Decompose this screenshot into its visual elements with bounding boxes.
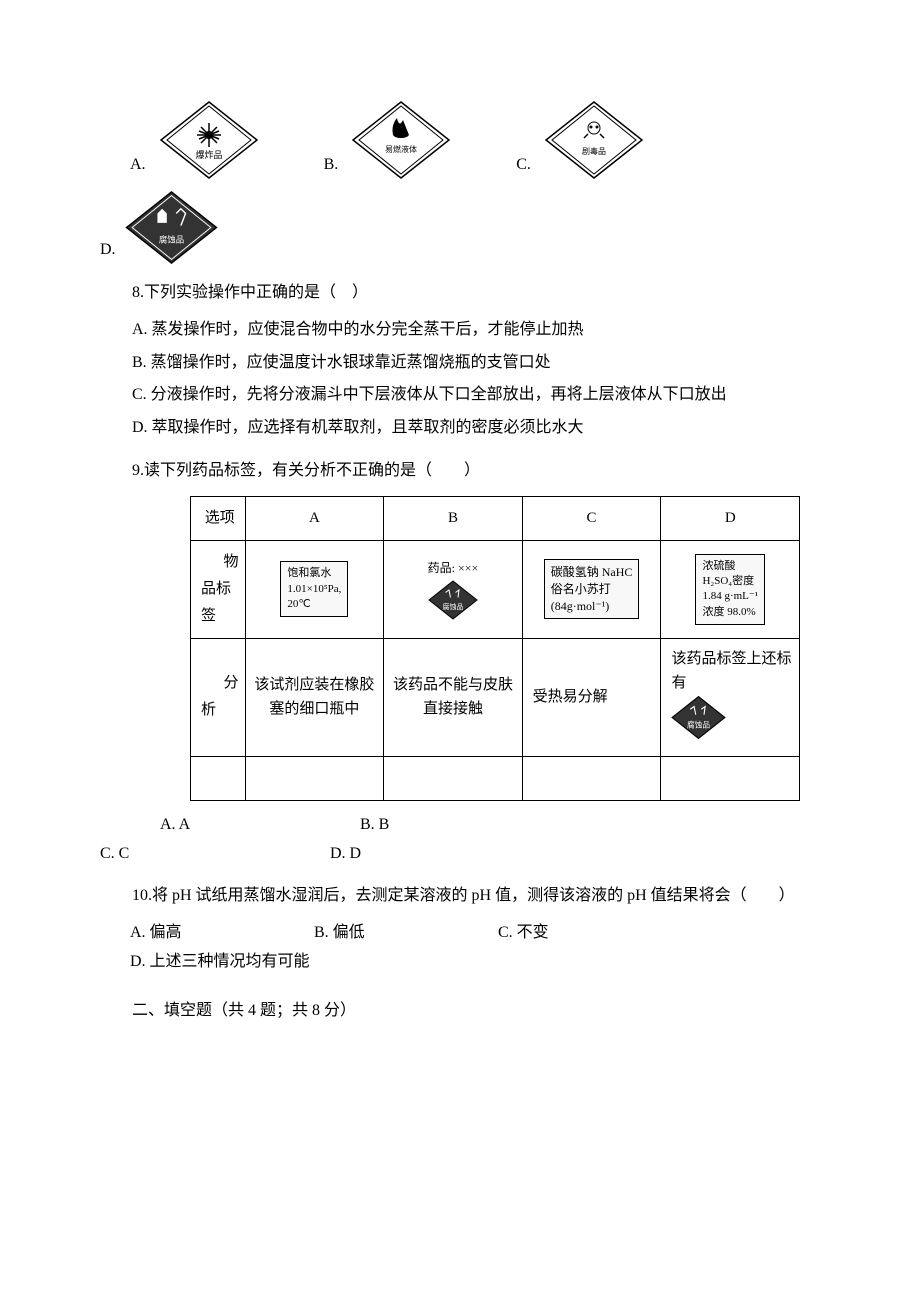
label-d-l2: H₂SO₄密度 [702, 574, 758, 589]
table-row: 选项 A B C D [191, 496, 800, 540]
q8-option-c: C. 分液操作时，先将分液漏斗中下层液体从下口全部放出，再将上层液体从下口放出 [100, 381, 820, 410]
analysis-d: 该药品标签上还标有 腐蚀品 [661, 638, 800, 756]
q8-option-a: A. 蒸发操作时，应使混合物中的水分完全蒸干后，才能停止加热 [100, 316, 820, 345]
q9-opt-a: A. A [130, 811, 360, 840]
svg-text:剧毒品: 剧毒品 [582, 146, 606, 156]
label-c-image: 碳酸氢钠 NaHC 俗名小苏打 (84g·mol⁻¹) [544, 559, 640, 619]
cell-analysis-row: 分析 [191, 638, 246, 756]
q10-opt-b: B. 偏低 [314, 919, 494, 948]
cell-header-c: C [522, 496, 661, 540]
label-a-l3: 20℃ [287, 597, 341, 612]
table-row-empty [191, 756, 800, 800]
q9-options-row2: C. C D. D [100, 840, 820, 869]
label-c-l3: (84g·mol⁻¹) [551, 598, 633, 615]
svg-text:腐蚀品: 腐蚀品 [158, 235, 183, 245]
q9-options: A. A B. B [100, 811, 820, 840]
cell-header-a: A [245, 496, 384, 540]
q10-opt-a: A. 偏高 [130, 919, 310, 948]
q7-option-c: C. 剧毒品 [516, 100, 649, 180]
label-c-l1: 碳酸氢钠 NaHC [551, 564, 633, 581]
label-a-l1: 饱和氯水 [287, 566, 341, 581]
q7-label-c: C. [516, 151, 531, 180]
q7-options-row1: A. 爆炸品 B. 易燃液体 C. [100, 100, 820, 180]
corrosive-sign-icon: 腐蚀品 [124, 190, 219, 265]
label-d-cell: 浓硫酸 H₂SO₄密度 1.84 g·mL⁻¹ 浓度 98.0% [661, 540, 800, 638]
table-row: 分析 该试剂应装在橡胶塞的细口瓶中 该药品不能与皮肤直接接触 受热易分解 该药品… [191, 638, 800, 756]
section-2-title: 二、填空题（共 4 题；共 8 分） [100, 997, 820, 1026]
label-d-image: 浓硫酸 H₂SO₄密度 1.84 g·mL⁻¹ 浓度 98.0% [695, 554, 765, 626]
sign-text: 爆炸品 [195, 149, 222, 160]
q9-opt-b: B. B [360, 811, 540, 840]
q7-label-d: D. [100, 236, 116, 265]
explosive-sign-icon: 爆炸品 [154, 100, 264, 180]
q8-text: 8.下列实验操作中正确的是（ ） [100, 279, 820, 308]
q10-options: A. 偏高 B. 偏低 C. 不变 D. 上述三种情况均有可能 [100, 919, 820, 977]
cell-header-b: B [384, 496, 522, 540]
label-a-cell: 饱和氯水 1.01×10⁵Pa, 20℃ [245, 540, 384, 638]
label-a-l2: 1.01×10⁵Pa, [287, 582, 341, 597]
label-b-cell: 药品: ××× 腐蚀品 [384, 540, 522, 638]
table-row: 物品标签 饱和氯水 1.01×10⁵Pa, 20℃ 药品: ××× 腐蚀品 [191, 540, 800, 638]
analysis-c: 受热易分解 [522, 638, 661, 756]
q10-opt-c: C. 不变 [498, 919, 678, 948]
corrosive-small-icon-2: 腐蚀品 [671, 695, 726, 740]
corrosive-small-icon: 腐蚀品 [428, 580, 478, 620]
toxic-sign-icon: 剧毒品 [539, 100, 649, 180]
q7-option-b: B. 易燃液体 [324, 100, 457, 180]
q8-option-d: D. 萃取操作时，应选择有机萃取剂，且萃取剂的密度必须比水大 [100, 414, 820, 443]
flammable-liquid-sign-icon: 易燃液体 [346, 100, 456, 180]
label-a-image: 饱和氯水 1.01×10⁵Pa, 20℃ [280, 561, 348, 617]
svg-text:腐蚀品: 腐蚀品 [687, 719, 710, 729]
q9-opt-c: C. C [100, 840, 330, 869]
analysis-a: 该试剂应装在橡胶塞的细口瓶中 [245, 638, 384, 756]
q7-label-b: B. [324, 151, 339, 180]
label-b-image: 药品: ××× 腐蚀品 [390, 558, 515, 620]
cell-label-row: 物品标签 [191, 540, 246, 638]
q7-option-d: D. 腐蚀品 [100, 190, 820, 265]
label-c-cell: 碳酸氢钠 NaHC 俗名小苏打 (84g·mol⁻¹) [522, 540, 661, 638]
q7-label-a: A. [130, 151, 146, 180]
q10-text: 10.将 pH 试纸用蒸馏水湿润后，去测定某溶液的 pH 值，测得该溶液的 pH… [100, 882, 820, 911]
q9-table: 选项 A B C D 物品标签 饱和氯水 1.01×10⁵Pa, 20℃ 药品:… [190, 496, 800, 801]
q9-opt-d: D. D [330, 840, 361, 869]
label-d-l4: 浓度 98.0% [702, 605, 758, 620]
cell-header-option: 选项 [191, 496, 246, 540]
q8-option-b: B. 蒸馏操作时，应使温度计水银球靠近蒸馏烧瓶的支管口处 [100, 349, 820, 378]
q10-opt-d: D. 上述三种情况均有可能 [130, 948, 310, 977]
analysis-b: 该药品不能与皮肤直接接触 [384, 638, 522, 756]
q7-option-a: A. 爆炸品 [130, 100, 264, 180]
q9-text: 9.读下列药品标签，有关分析不正确的是（ ） [100, 457, 820, 486]
label-c-l2: 俗名小苏打 [551, 581, 633, 598]
svg-text:腐蚀品: 腐蚀品 [442, 602, 463, 611]
q7-option-d-row: D. 腐蚀品 [100, 190, 820, 265]
analysis-d-text: 该药品标签上还标有 [671, 647, 795, 695]
label-b-title: 药品: ××× [428, 558, 479, 580]
label-d-l3: 1.84 g·mL⁻¹ [702, 589, 758, 604]
label-d-l1: 浓硫酸 [702, 559, 758, 574]
svg-text:易燃液体: 易燃液体 [385, 144, 417, 154]
cell-header-d: D [661, 496, 800, 540]
